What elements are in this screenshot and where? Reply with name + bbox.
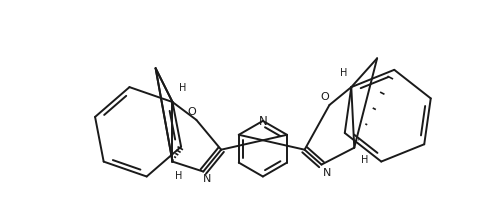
Text: N: N (258, 115, 267, 128)
Text: H: H (175, 171, 182, 181)
Text: H: H (179, 83, 186, 93)
Text: O: O (320, 92, 329, 102)
Text: N: N (323, 167, 332, 178)
Text: O: O (187, 107, 196, 117)
Text: H: H (361, 155, 368, 165)
Text: H: H (339, 68, 347, 78)
Text: N: N (203, 175, 212, 184)
